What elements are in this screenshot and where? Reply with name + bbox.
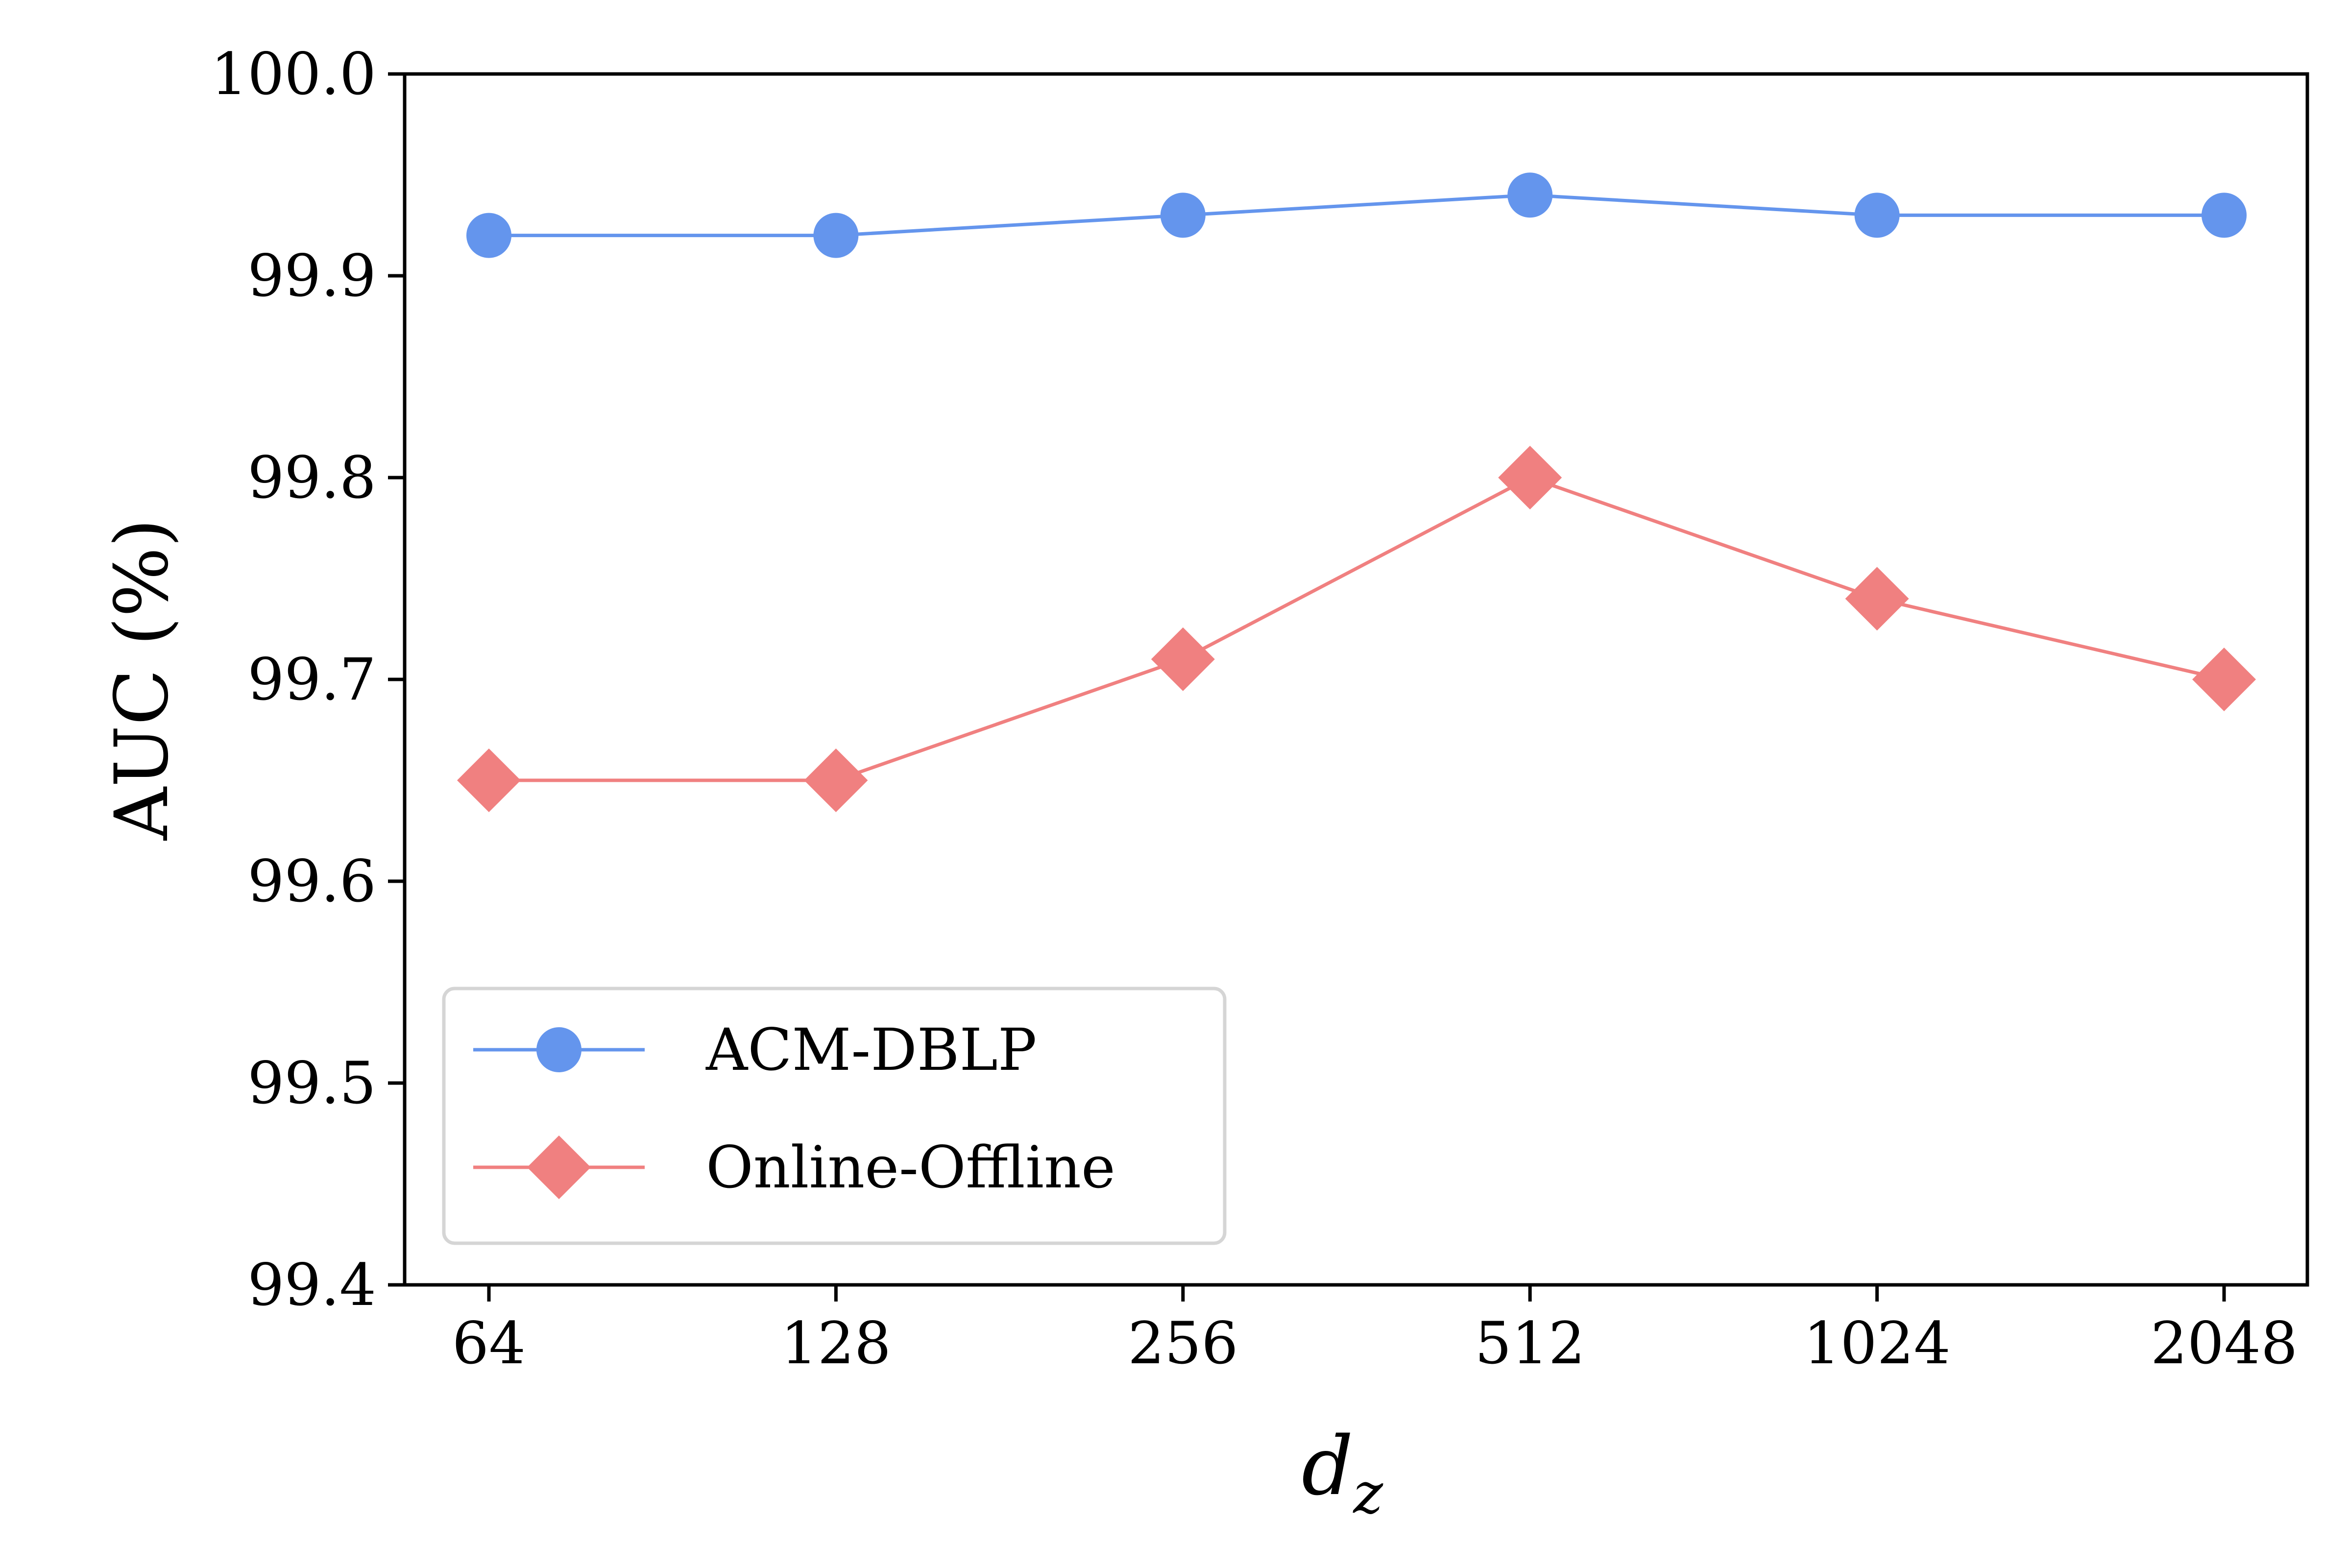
legend-marker-online-offline	[527, 1135, 591, 1199]
legend-label-online-offline: Online-Offline	[706, 1134, 1115, 1201]
x-axis: 64 128 256 512 1024 2048	[452, 1285, 2298, 1377]
data-point-online-offline	[1151, 627, 1215, 691]
x-axis-title: dz	[1302, 1419, 1384, 1526]
data-point-online-offline	[804, 748, 868, 812]
x-tick-label: 1024	[1803, 1309, 1950, 1377]
data-point-online-offline	[457, 748, 521, 812]
series-line-acm-dblp	[489, 193, 2224, 238]
data-point-acm-dblp	[2202, 193, 2247, 238]
x-tick-label: 512	[1475, 1309, 1585, 1377]
y-tick-label: 99.6	[247, 847, 376, 915]
x-tick-label: 2048	[2151, 1309, 2298, 1377]
x-axis-title-main: d	[1302, 1419, 1354, 1513]
data-point-online-offline	[1498, 446, 1562, 509]
series-line-online-offline	[489, 476, 2225, 782]
y-tick-label: 100.0	[211, 40, 376, 108]
legend: ACM-DBLP Online-Offline	[442, 987, 1227, 1245]
x-tick-label: 128	[781, 1309, 891, 1377]
data-point-online-offline	[2192, 648, 2256, 711]
data-point-acm-dblp	[813, 213, 859, 258]
y-tick-label: 99.8	[247, 444, 376, 511]
y-axis-title: AUC (%)	[99, 519, 185, 841]
y-tick-label: 99.7	[247, 646, 376, 713]
data-point-acm-dblp	[466, 213, 511, 258]
y-tick-label: 99.4	[247, 1251, 376, 1319]
data-point-acm-dblp	[1507, 172, 1553, 218]
y-tick-label: 99.9	[247, 242, 376, 310]
y-axis: 99.4 99.5 99.6 99.7 99.8 99.9 100.0	[211, 40, 405, 1319]
x-tick-label: 64	[452, 1309, 526, 1377]
data-point-online-offline	[1845, 567, 1909, 631]
series-layer	[457, 172, 2256, 812]
data-point-acm-dblp	[1160, 193, 1206, 238]
legend-frame	[442, 987, 1227, 1245]
legend-marker-acm-dblp	[536, 1027, 581, 1072]
data-point-acm-dblp	[1854, 193, 1900, 238]
x-axis-title-subscript: z	[1353, 1461, 1384, 1526]
x-tick-label: 256	[1128, 1309, 1238, 1377]
y-tick-label: 99.5	[247, 1049, 376, 1117]
legend-label-acm-dblp: ACM-DBLP	[705, 1016, 1037, 1084]
